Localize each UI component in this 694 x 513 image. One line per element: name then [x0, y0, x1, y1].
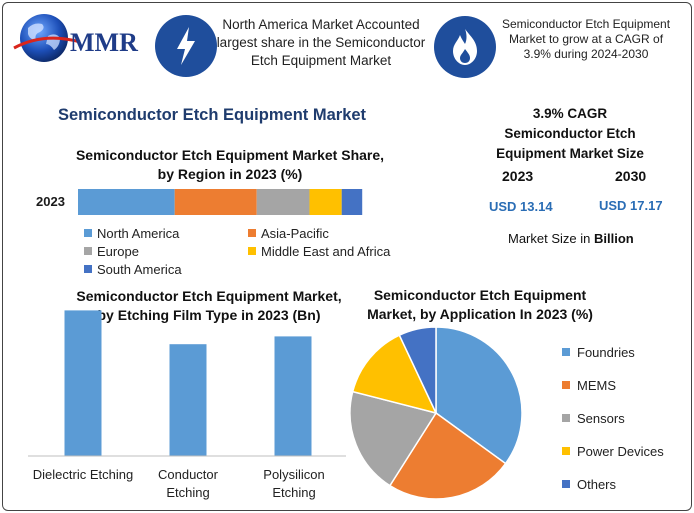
cagr-line2: Semiconductor Etch: [504, 126, 636, 141]
pie-slice-power-devices: [351, 334, 438, 415]
market-size-2023: USD 13.14: [489, 199, 553, 214]
year-start-label: 2023: [502, 168, 534, 184]
legend-label: Sensors: [577, 411, 625, 426]
pie-slice-foundries: [435, 326, 523, 465]
legend-label: Foundries: [577, 345, 635, 360]
region-bar-segment-europe: [256, 189, 310, 215]
legend-swatch: [562, 447, 570, 455]
legend-label: MEMS: [577, 378, 616, 393]
film-label-polysilicon-line2: Etching: [272, 485, 316, 500]
pie-legend-item-mems: MEMS: [562, 378, 616, 393]
region-stacked-bar: [78, 189, 363, 215]
region-row-label: 2023: [36, 194, 65, 209]
film-bar-polysilicon-etching: [274, 336, 312, 456]
logo-text: MMR: [70, 28, 138, 57]
film-bar-conductor-etching: [169, 344, 207, 456]
header-cagr-text: Semiconductor Etch Equipment Market to g…: [501, 17, 671, 61]
application-chart-title-line2: Market, by Application In 2023 (%): [367, 306, 593, 322]
market-size-unit-note: Market Size in Billion: [508, 231, 634, 246]
region-legend-item-asia-pacific: Asia-Pacific: [248, 226, 329, 241]
size-note-prefix: Market Size in: [508, 231, 594, 246]
film-label-conductor: Conductor Etching: [138, 466, 238, 502]
film-chart-title-line2: by Etching Film Type in 2023 (Bn): [97, 307, 321, 323]
legend-label: Power Devices: [577, 444, 664, 459]
film-label-polysilicon: Polysilicon Etching: [244, 466, 344, 502]
cagr-line1: 3.9% CAGR: [532, 106, 608, 121]
film-label-conductor-line2: Etching: [166, 485, 210, 500]
legend-label: Middle East and Africa: [261, 244, 391, 259]
region-bar-segment-middle-east-and-africa: [309, 189, 342, 215]
pie-slice-others: [398, 326, 437, 414]
region-bar-segment-asia-pacific: [174, 189, 257, 215]
legend-label: Others: [577, 477, 617, 492]
region-chart-title-line2: by Region in 2023 (%): [157, 166, 303, 182]
region-legend-item-middle-east-and-africa: Middle East and Africa: [248, 244, 390, 259]
legend-swatch: [84, 265, 92, 273]
legend-swatch: [562, 348, 570, 356]
pie-slice-sensors: [349, 390, 438, 487]
region-chart-title: Semiconductor Etch Equipment Market Shar…: [70, 146, 390, 184]
application-chart-title: Semiconductor Etch Equipment Market, by …: [340, 286, 620, 324]
legend-label: Europe: [97, 244, 139, 259]
region-legend-item-north-america: North America: [84, 226, 179, 241]
film-bar-dielectric-etching: [64, 310, 102, 456]
pie-legend-item-sensors: Sensors: [562, 411, 625, 426]
pie-slice-mems: [388, 411, 507, 500]
legend-label: Asia-Pacific: [261, 226, 329, 241]
film-type-bar-chart: [28, 310, 346, 457]
lightning-icon: [155, 15, 217, 77]
cagr-title-block: 3.9% CAGR Semiconductor Etch Equipment M…: [478, 104, 662, 164]
region-bar-segment-north-america: [78, 189, 175, 215]
legend-swatch: [84, 247, 92, 255]
year-end-label: 2030: [615, 168, 647, 184]
region-legend-item-europe: Europe: [84, 244, 139, 259]
cagr-line3: Equipment Market Size: [496, 146, 644, 161]
film-label-dielectric: Dielectric Etching: [28, 466, 138, 484]
application-chart-title-line1: Semiconductor Etch Equipment: [373, 287, 587, 303]
region-bar-segment-south-america: [341, 189, 363, 215]
legend-label: North America: [97, 226, 180, 241]
legend-swatch: [84, 229, 92, 237]
size-note-unit: Billion: [593, 231, 634, 246]
film-label-conductor-line1: Conductor: [158, 467, 218, 482]
page-title: Semiconductor Etch Equipment Market: [58, 106, 367, 124]
flame-icon: [434, 16, 496, 78]
legend-label: South America: [97, 262, 182, 277]
header-north-america-text: North America Market Accounted largest s…: [216, 17, 426, 68]
legend-swatch: [562, 480, 570, 488]
legend-swatch: [562, 414, 570, 422]
film-chart-title-line1: Semiconductor Etch Equipment Market,: [76, 288, 342, 304]
film-label-dielectric-line1: Dielectric Etching: [32, 467, 134, 482]
film-chart-title: Semiconductor Etch Equipment Market, by …: [56, 287, 362, 325]
film-label-polysilicon-line1: Polysilicon: [263, 467, 325, 482]
legend-swatch: [562, 381, 570, 389]
pie-legend-item-others: Others: [562, 477, 616, 492]
legend-swatch: [248, 229, 256, 237]
application-pie-chart: [349, 326, 523, 500]
pie-legend-item-foundries: Foundries: [562, 345, 635, 360]
legend-swatch: [248, 247, 256, 255]
market-size-2030: USD 17.17: [599, 198, 663, 213]
region-legend-item-south-america: South America: [84, 262, 182, 277]
mmr-globe-logo-icon: [13, 14, 81, 62]
region-chart-title-line1: Semiconductor Etch Equipment Market Shar…: [75, 147, 385, 163]
pie-legend-item-power-devices: Power Devices: [562, 444, 664, 459]
